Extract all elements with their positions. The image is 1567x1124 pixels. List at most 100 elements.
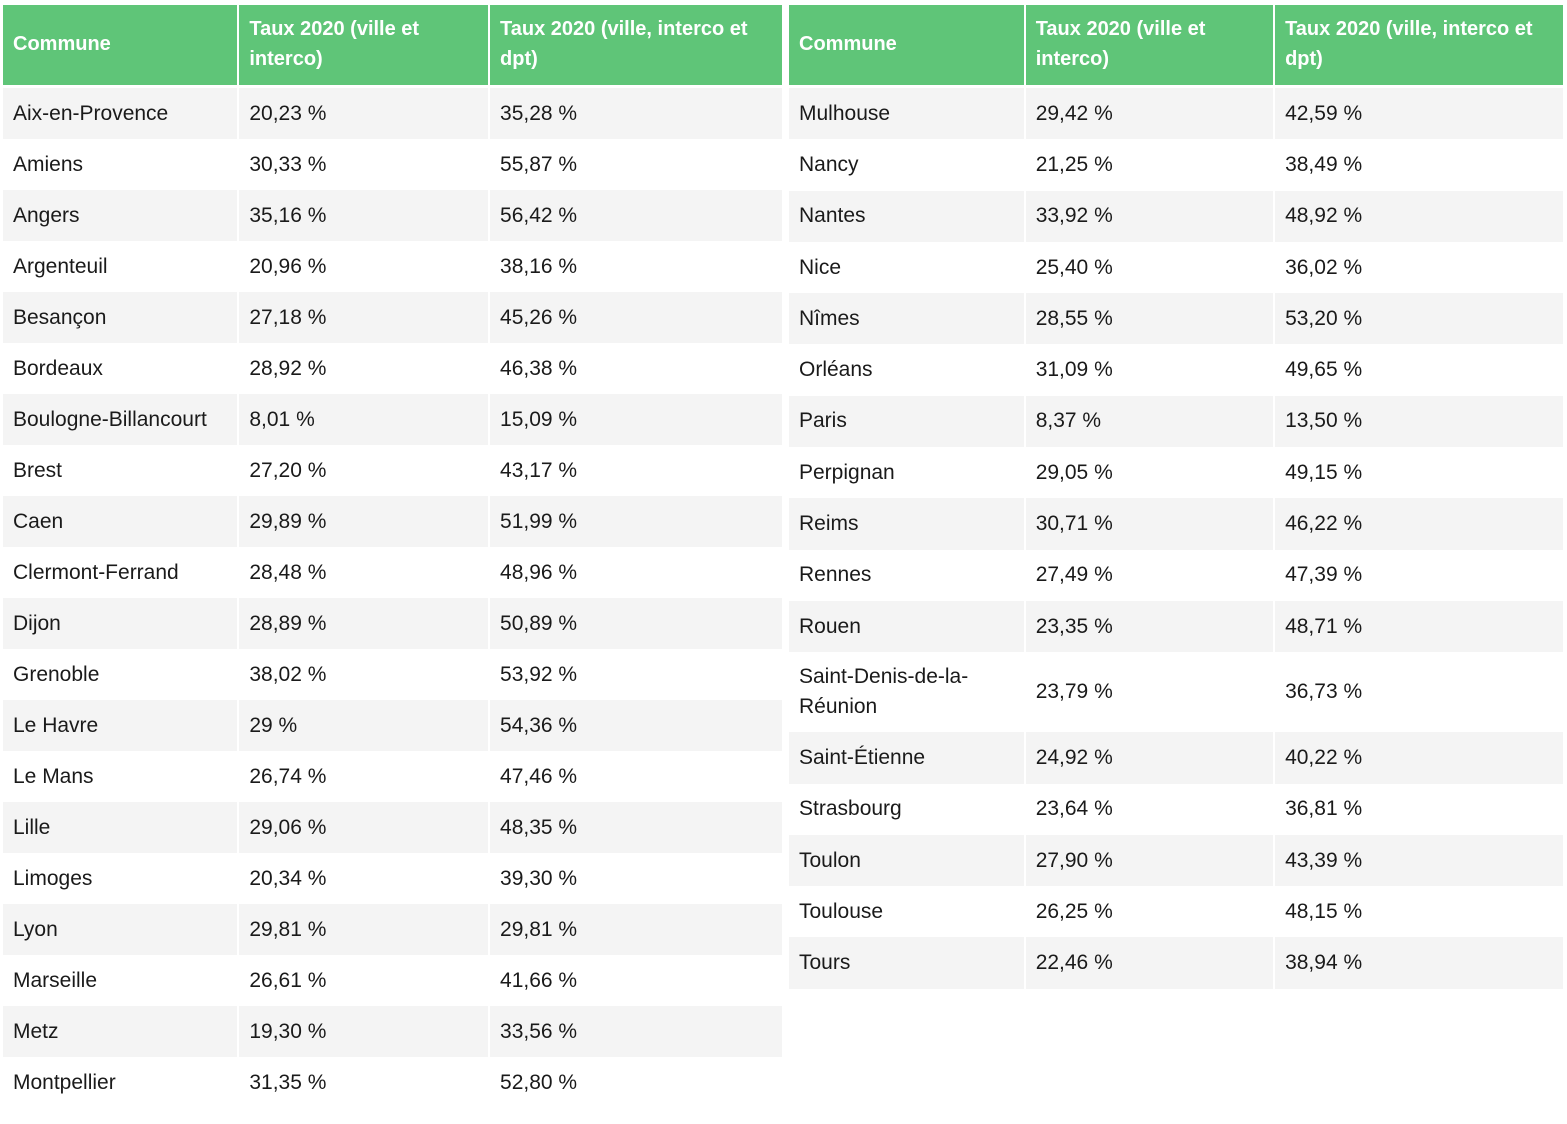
header-row: Commune Taux 2020 (ville et interco) Tau… bbox=[789, 5, 1563, 88]
table-row: Montpellier 31,35 % 52,80 % bbox=[3, 1057, 782, 1108]
rate-city-interco-dept-cell: 51,99 % bbox=[489, 496, 782, 547]
rate-city-interco-cell: 21,25 % bbox=[1024, 139, 1276, 191]
rate-city-interco-dept-cell: 47,46 % bbox=[489, 751, 782, 802]
commune-cell: Le Mans bbox=[3, 751, 240, 802]
header-rate-city-interco: Taux 2020 (ville et interco) bbox=[238, 5, 491, 88]
commune-cell: Le Havre bbox=[3, 700, 240, 751]
rate-city-interco-cell: 38,02 % bbox=[238, 649, 491, 700]
table-row: Caen 29,89 % 51,99 % bbox=[3, 496, 782, 547]
table-row: Lyon 29,81 % 29,81 % bbox=[3, 904, 782, 955]
rate-city-interco-cell: 20,96 % bbox=[238, 241, 491, 292]
rate-city-interco-cell: 23,64 % bbox=[1024, 783, 1276, 835]
table-row: Marseille 26,61 % 41,66 % bbox=[3, 955, 782, 1006]
commune-cell: Aix-en-Provence bbox=[3, 86, 240, 139]
rate-city-interco-dept-cell: 49,15 % bbox=[1274, 447, 1563, 499]
rate-city-interco-cell: 28,92 % bbox=[238, 343, 491, 394]
rate-city-interco-cell: 23,35 % bbox=[1024, 600, 1276, 653]
rate-city-interco-dept-cell: 53,92 % bbox=[489, 649, 782, 700]
rate-city-interco-dept-cell: 46,22 % bbox=[1274, 498, 1563, 550]
rate-city-interco-dept-cell: 40,22 % bbox=[1274, 732, 1563, 784]
rate-city-interco-dept-cell: 56,42 % bbox=[489, 190, 782, 241]
commune-cell: Saint-Étienne bbox=[789, 732, 1026, 784]
rate-city-interco-cell: 30,33 % bbox=[238, 139, 491, 190]
table-row: Boulogne-Billancourt 8,01 % 15,09 % bbox=[3, 394, 782, 445]
table-row: Tours 22,46 % 38,94 % bbox=[789, 937, 1563, 989]
table-row: Saint-Denis-de-la-Réunion 23,79 % 36,73 % bbox=[789, 652, 1563, 733]
rate-city-interco-cell: 26,74 % bbox=[238, 751, 491, 802]
commune-cell: Toulouse bbox=[789, 886, 1026, 938]
rate-city-interco-cell: 29,42 % bbox=[1024, 86, 1276, 140]
table-row: Perpignan 29,05 % 49,15 % bbox=[789, 447, 1563, 499]
table-row: Saint-Étienne 24,92 % 40,22 % bbox=[789, 732, 1563, 784]
table-row: Toulouse 26,25 % 48,15 % bbox=[789, 886, 1563, 938]
table-row: Reims 30,71 % 46,22 % bbox=[789, 498, 1563, 550]
table-row: Le Mans 26,74 % 47,46 % bbox=[3, 751, 782, 802]
rate-city-interco-dept-cell: 48,71 % bbox=[1274, 600, 1563, 653]
table-row: Nancy 21,25 % 38,49 % bbox=[789, 139, 1563, 191]
rate-city-interco-dept-cell: 38,94 % bbox=[1274, 937, 1563, 989]
table-body-left: Aix-en-Provence 20,23 % 35,28 % Amiens 30,33… bbox=[3, 86, 782, 1108]
rate-city-interco-cell: 29,06 % bbox=[238, 802, 491, 853]
commune-cell: Toulon bbox=[789, 834, 1026, 887]
rate-city-interco-dept-cell: 15,09 % bbox=[489, 394, 782, 445]
rate-city-interco-dept-cell: 52,80 % bbox=[489, 1057, 782, 1108]
table-row: Limoges 20,34 % 39,30 % bbox=[3, 853, 782, 904]
rate-city-interco-dept-cell: 54,36 % bbox=[489, 700, 782, 751]
rate-city-interco-dept-cell: 39,30 % bbox=[489, 853, 782, 904]
commune-cell: Bordeaux bbox=[3, 343, 240, 394]
commune-cell: Boulogne-Billancourt bbox=[3, 394, 240, 445]
table-row: Rouen 23,35 % 48,71 % bbox=[789, 600, 1563, 653]
rate-city-interco-dept-cell: 53,20 % bbox=[1274, 293, 1563, 345]
table-row: Toulon 27,90 % 43,39 % bbox=[789, 834, 1563, 887]
rate-city-interco-cell: 20,23 % bbox=[238, 86, 491, 139]
rate-city-interco-dept-cell: 48,35 % bbox=[489, 802, 782, 853]
table-body-right: Mulhouse 29,42 % 42,59 % Nancy 21,25 % 38,49 … bbox=[789, 86, 1563, 989]
rate-city-interco-cell: 27,90 % bbox=[1024, 834, 1276, 887]
rate-city-interco-cell: 31,35 % bbox=[238, 1057, 491, 1108]
commune-cell: Nancy bbox=[789, 139, 1026, 191]
rate-city-interco-cell: 29,81 % bbox=[238, 904, 491, 955]
header-rate-city-interco-dept: Taux 2020 (ville, interco et dpt) bbox=[489, 5, 782, 88]
table-row: Orléans 31,09 % 49,65 % bbox=[789, 344, 1563, 396]
header-row: Commune Taux 2020 (ville et interco) Tau… bbox=[3, 5, 782, 88]
commune-cell: Clermont-Ferrand bbox=[3, 547, 240, 598]
commune-cell: Metz bbox=[3, 1006, 240, 1057]
commune-cell: Montpellier bbox=[3, 1057, 240, 1108]
rate-city-interco-cell: 22,46 % bbox=[1024, 937, 1276, 989]
commune-cell: Lille bbox=[3, 802, 240, 853]
rate-city-interco-dept-cell: 35,28 % bbox=[489, 86, 782, 139]
rate-city-interco-dept-cell: 38,49 % bbox=[1274, 139, 1563, 191]
rate-city-interco-cell: 26,61 % bbox=[238, 955, 491, 1006]
rate-city-interco-dept-cell: 49,65 % bbox=[1274, 344, 1563, 396]
rate-city-interco-dept-cell: 38,16 % bbox=[489, 241, 782, 292]
rate-city-interco-cell: 8,01 % bbox=[238, 394, 491, 445]
rate-city-interco-cell: 20,34 % bbox=[238, 853, 491, 904]
commune-cell: Marseille bbox=[3, 955, 240, 1006]
rate-city-interco-dept-cell: 42,59 % bbox=[1274, 86, 1563, 140]
table-row: Argenteuil 20,96 % 38,16 % bbox=[3, 241, 782, 292]
rate-city-interco-dept-cell: 36,73 % bbox=[1274, 652, 1563, 733]
rate-city-interco-dept-cell: 36,81 % bbox=[1274, 783, 1563, 835]
commune-cell: Rennes bbox=[789, 549, 1026, 601]
commune-cell: Angers bbox=[3, 190, 240, 241]
table-row: Grenoble 38,02 % 53,92 % bbox=[3, 649, 782, 700]
rate-city-interco-cell: 35,16 % bbox=[238, 190, 491, 241]
commune-cell: Limoges bbox=[3, 853, 240, 904]
table-row: Mulhouse 29,42 % 42,59 % bbox=[789, 86, 1563, 140]
rate-city-interco-dept-cell: 48,15 % bbox=[1274, 886, 1563, 938]
rate-city-interco-cell: 29,05 % bbox=[1024, 447, 1276, 499]
rate-city-interco-cell: 31,09 % bbox=[1024, 344, 1276, 396]
commune-cell: Mulhouse bbox=[789, 86, 1026, 140]
commune-cell: Perpignan bbox=[789, 447, 1026, 499]
rate-city-interco-dept-cell: 46,38 % bbox=[489, 343, 782, 394]
rate-city-interco-cell: 28,55 % bbox=[1024, 293, 1276, 345]
table-row: Metz 19,30 % 33,56 % bbox=[3, 1006, 782, 1057]
rate-city-interco-cell: 27,20 % bbox=[238, 445, 491, 496]
table-row: Clermont-Ferrand 28,48 % 48,96 % bbox=[3, 547, 782, 598]
commune-cell: Caen bbox=[3, 496, 240, 547]
rate-city-interco-cell: 30,71 % bbox=[1024, 498, 1276, 550]
rate-city-interco-dept-cell: 36,02 % bbox=[1274, 241, 1563, 294]
rate-city-interco-cell: 19,30 % bbox=[238, 1006, 491, 1057]
rate-city-interco-cell: 29 % bbox=[238, 700, 491, 751]
rate-city-interco-dept-cell: 13,50 % bbox=[1274, 395, 1563, 448]
